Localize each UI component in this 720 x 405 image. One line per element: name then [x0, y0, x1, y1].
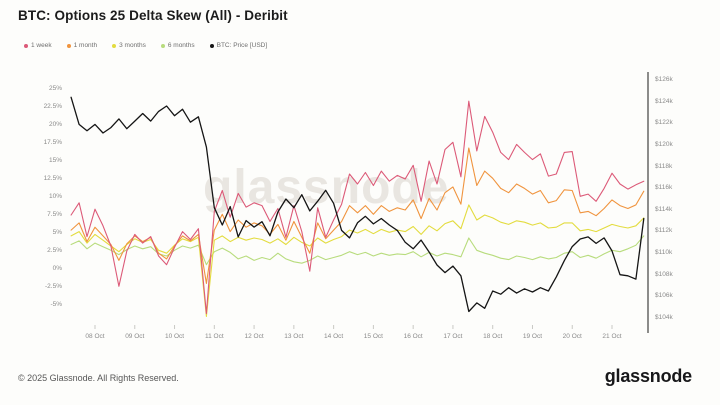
chart-title: BTC: Options 25 Delta Skew (All) - Derib… — [18, 8, 288, 23]
left-axis-tick: 0% — [52, 265, 62, 272]
left-axis-tick: 7.5% — [47, 211, 62, 218]
x-tick-label: 09 Oct — [125, 333, 145, 340]
copyright-text: © 2025 Glassnode. All Rights Reserved. — [18, 373, 179, 383]
x-tick-label: 13 Oct — [284, 333, 304, 340]
series-line-6-months — [70, 235, 645, 266]
left-axis-tick: 12.5% — [43, 175, 62, 182]
right-axis-tick: $110k — [655, 249, 673, 257]
legend-item-1-week[interactable]: 1 week — [24, 42, 52, 49]
legend-dot-icon — [112, 43, 117, 48]
right-axis-tick: $116k — [655, 184, 673, 192]
x-tick-label: 12 Oct — [244, 333, 264, 340]
right-axis-tick: $114k — [655, 205, 673, 213]
x-tick-label: 11 Oct — [204, 333, 224, 340]
right-axis-tick: $108k — [655, 270, 673, 278]
series-line-1-month — [70, 147, 645, 284]
x-tick-label: 10 Oct — [164, 333, 185, 340]
left-axis-tick: 10% — [48, 193, 62, 200]
legend-label: 1 month — [73, 42, 98, 49]
right-axis-tick: $112k — [655, 227, 673, 235]
right-axis-tick: $122k — [655, 119, 673, 127]
glassnode-watermark: glassnode — [203, 161, 450, 214]
x-tick-label: 20 Oct — [562, 333, 582, 340]
legend-item-btc-price-usd[interactable]: BTC: Price [USD] — [209, 42, 268, 49]
legend-dot-icon — [24, 43, 28, 48]
right-axis-tick: $118k — [655, 162, 673, 170]
series-line-3-months — [70, 204, 645, 318]
right-axis-tick: $106k — [655, 292, 673, 300]
x-tick-label: 18 Oct — [483, 333, 503, 340]
left-axis-tick: -5% — [50, 301, 62, 308]
x-tick-label: 19 Oct — [522, 333, 543, 340]
left-axis-tick: 25% — [48, 85, 62, 92]
right-axis-tick: $120k — [655, 140, 673, 148]
left-axis-tick: 15% — [48, 157, 62, 164]
right-axis-tick: $124k — [655, 97, 673, 105]
x-tick-label: 14 Oct — [324, 333, 344, 340]
legend-dot-icon — [160, 43, 165, 48]
x-tick-label: 16 Oct — [403, 333, 423, 340]
left-axis-tick: 17.5% — [43, 139, 62, 146]
legend-dot-icon — [66, 43, 71, 48]
chart-canvas — [70, 72, 649, 333]
chart-legend: 1 week 1 month 3 months 6 months BTC: Price … — [24, 42, 282, 49]
legend-label: 3 months — [119, 42, 146, 49]
legend-label: BTC: Price [USD] — [216, 42, 268, 49]
left-axis-tick: 20% — [48, 121, 62, 128]
left-axis-tick: -2.5% — [45, 283, 62, 290]
plot-area: glassnode 25% 22.5% 20% 17.5% 15% 12.5% 10% 7.5… — [43, 72, 673, 340]
left-axis-tick: 5% — [52, 229, 62, 236]
series-line-1-week — [70, 100, 645, 315]
legend-item-3-months[interactable]: 3 months — [112, 42, 146, 49]
x-tick-label: 08 Oct — [85, 333, 105, 340]
legend-item-1-month[interactable]: 1 month — [66, 42, 98, 49]
legend-label: 6 months — [167, 42, 195, 49]
x-tick-label: 15 Oct — [363, 333, 383, 340]
left-axis-tick: 22.5% — [43, 103, 62, 110]
left-axis-tick: 2.5% — [47, 247, 62, 254]
legend-item-6-months[interactable]: 6 months — [160, 42, 195, 49]
x-tick-label: 17 Oct — [443, 333, 463, 340]
legend-label: 1 week — [31, 42, 52, 49]
legend-dot-icon — [209, 43, 214, 48]
right-axis-tick: $104k — [655, 313, 673, 321]
right-axis-tick: $126k — [655, 76, 673, 83]
x-tick-label: 21 Oct — [602, 333, 622, 340]
glassnode-logo: glassnode — [604, 366, 692, 386]
series-line-btc-price-usd — [70, 96, 645, 313]
